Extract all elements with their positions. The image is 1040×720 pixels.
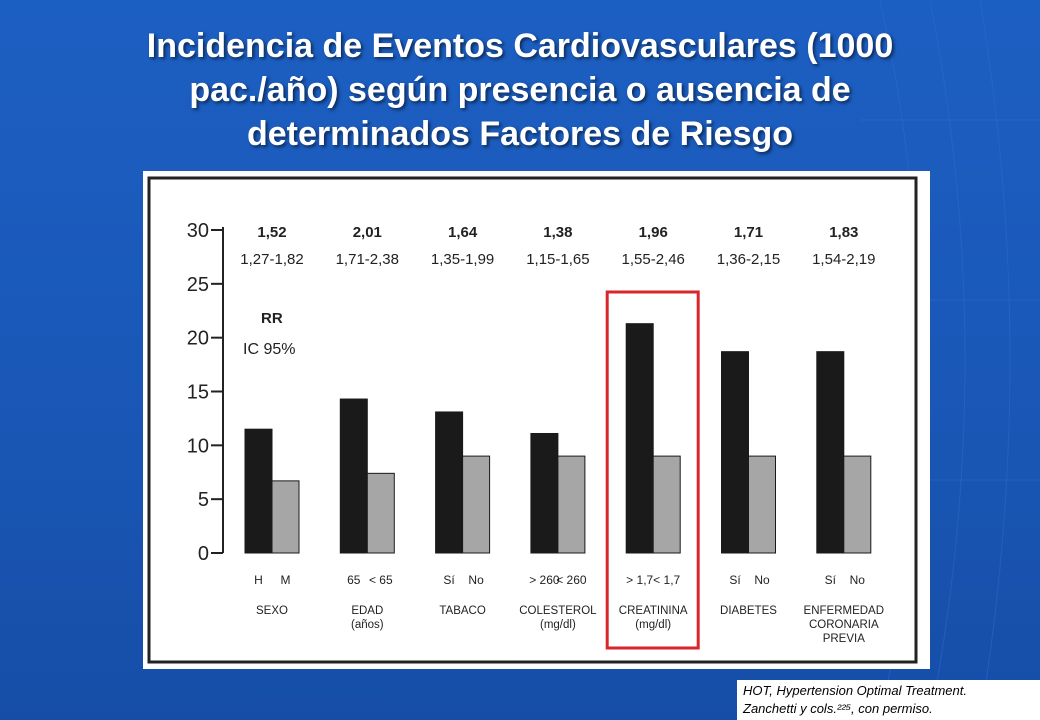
x-sub-label: < 260 xyxy=(556,573,587,587)
x-sub-label: No xyxy=(468,573,484,587)
x-sub-label: Sí xyxy=(443,573,455,587)
x-group-label: TABACO xyxy=(439,605,485,617)
ci-value-label: 1,27-1,82 xyxy=(240,251,303,268)
rr-value-label: 1,71 xyxy=(734,224,763,241)
x-group-label: SEXO xyxy=(256,605,288,617)
bar-present xyxy=(625,323,654,554)
x-group-label: ENFERMEDAD xyxy=(804,605,885,617)
ci-value-label: 1,36-2,15 xyxy=(717,251,780,268)
x-group-label: CREATININA xyxy=(619,605,688,617)
legend-ic-label: IC 95% xyxy=(243,341,295,358)
y-tick-label: 5 xyxy=(198,489,209,511)
bar-absent xyxy=(366,472,395,554)
highlight-box xyxy=(605,290,700,650)
bar-present xyxy=(721,351,749,554)
rr-value-label: 1,52 xyxy=(257,224,286,241)
x-group-label: (años) xyxy=(351,619,384,631)
x-sub-label: 65 xyxy=(347,573,361,587)
bar-absent xyxy=(748,455,776,554)
bar-chart: 0 5 10 15 20 25 30 RR IC 95% 1,52 1,27-1,82 H M SEXO 2… xyxy=(147,176,918,664)
bar-absent xyxy=(557,455,586,554)
x-group-label: (mg/dl) xyxy=(540,619,576,631)
title-line-3: determinados Factores de Riesgo xyxy=(246,115,794,153)
x-sub-label: No xyxy=(754,573,770,587)
x-sub-label: No xyxy=(850,573,866,587)
y-tick-label: 10 xyxy=(187,435,209,457)
bar-absent xyxy=(843,455,872,554)
bar-present xyxy=(530,432,559,554)
x-sub-label: > 260 xyxy=(529,573,560,587)
rr-value-label: 2,01 xyxy=(353,224,382,241)
citation-box: HOT, Hypertension Optimal Treatment. Zan… xyxy=(737,680,1040,720)
rr-value-label: 1,96 xyxy=(639,224,668,241)
y-tick-label: 15 xyxy=(187,382,209,404)
x-group-label: EDAD xyxy=(351,605,383,617)
ci-value-label: 1,71-2,38 xyxy=(336,251,399,268)
x-sub-label: Sí xyxy=(825,573,837,587)
bar-present xyxy=(339,398,368,554)
chart-frame xyxy=(147,176,918,664)
bar-absent xyxy=(652,455,681,554)
x-sub-label: < 1,7 xyxy=(653,573,680,587)
y-tick-label: 0 xyxy=(198,543,209,565)
x-group-label: COLESTEROL xyxy=(519,605,597,617)
bar-present xyxy=(244,428,273,554)
citation-line-2: Zanchetti y cols.²²⁵, con permiso. xyxy=(743,701,933,716)
bar-absent xyxy=(462,455,491,554)
title-line-1: Incidencia de Eventos Cardiovasculares (… xyxy=(146,27,894,65)
rr-value-label: 1,64 xyxy=(448,224,478,241)
ci-value-label: 1,54-2,19 xyxy=(812,251,875,268)
ci-value-label: 1,55-2,46 xyxy=(622,251,685,268)
x-sub-label: M xyxy=(281,573,291,587)
x-group-label: (mg/dl) xyxy=(635,619,671,631)
x-group-label: PREVIA xyxy=(823,633,866,645)
x-sub-label: < 65 xyxy=(369,573,393,587)
y-tick-label: 30 xyxy=(187,220,209,242)
bar-present xyxy=(435,411,464,554)
ci-value-label: 1,35-1,99 xyxy=(431,251,494,268)
bar-absent xyxy=(271,480,300,554)
y-tick-label: 20 xyxy=(187,328,209,350)
y-tick-label: 25 xyxy=(187,274,209,296)
x-sub-label: Sí xyxy=(729,573,741,587)
x-sub-label: > 1,7 xyxy=(626,573,653,587)
slide-title: Incidencia de Eventos Cardiovasculares (… xyxy=(60,24,980,156)
x-group-label: DIABETES xyxy=(720,605,777,617)
rr-value-label: 1,83 xyxy=(829,224,858,241)
bar-present xyxy=(816,351,845,554)
rr-value-label: 1,38 xyxy=(543,224,572,241)
legend-rr-label: RR xyxy=(261,310,283,327)
ci-value-label: 1,15-1,65 xyxy=(526,251,589,268)
citation-line-1: HOT, Hypertension Optimal Treatment. xyxy=(743,683,967,698)
chart-panel: 0 5 10 15 20 25 30 RR IC 95% 1,52 1,27-1,82 H M SEXO 2… xyxy=(143,171,930,669)
x-group-label: CORONARIA xyxy=(809,619,879,631)
title-line-2: pac./año) según presencia o ausencia de xyxy=(189,71,851,109)
x-sub-label: H xyxy=(254,573,263,587)
